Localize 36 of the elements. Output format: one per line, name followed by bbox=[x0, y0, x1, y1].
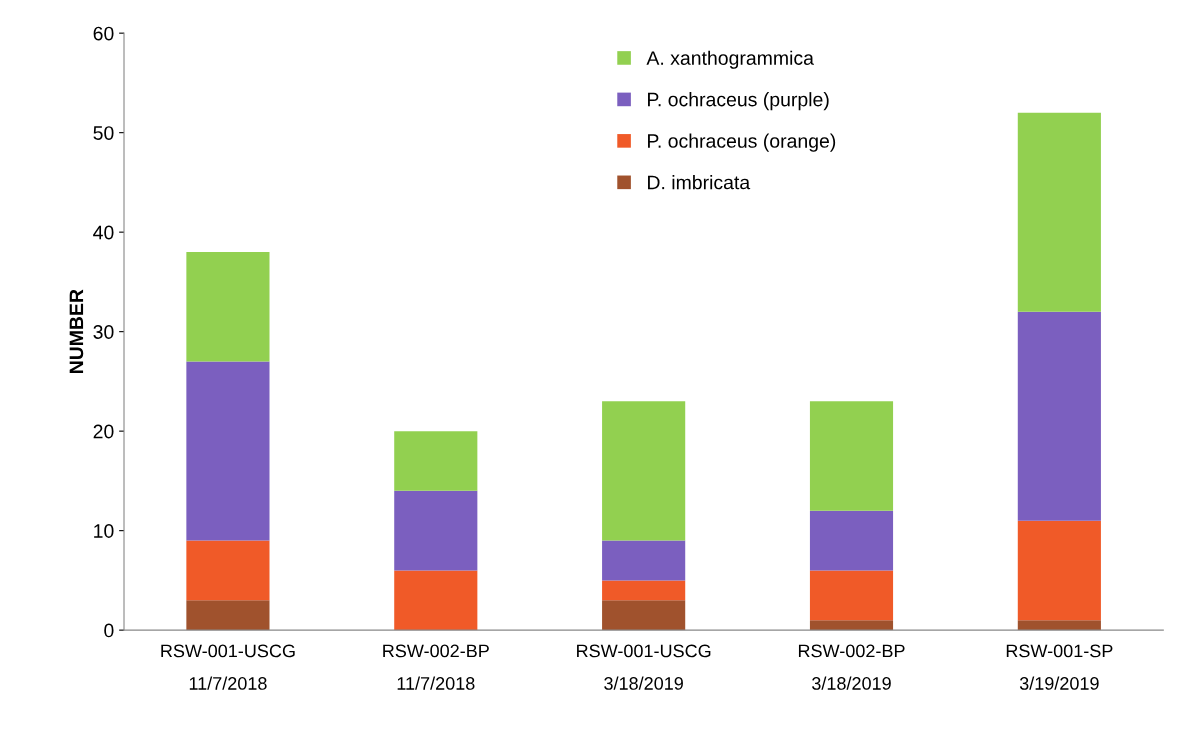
y-tick-label: 50 bbox=[93, 126, 114, 140]
legend-label: P. ochraceus (purple) bbox=[648, 92, 829, 111]
bar bbox=[602, 580, 686, 601]
x-tick-label: RSW-001-USCG 11/7/2018 bbox=[161, 644, 295, 690]
bar bbox=[602, 600, 686, 631]
bar bbox=[809, 510, 894, 571]
y-tick-label: 60 bbox=[93, 26, 114, 41]
legend-label: P. ochraceus (orange) bbox=[648, 133, 836, 152]
bar bbox=[1017, 112, 1101, 312]
bar bbox=[186, 252, 270, 362]
bar bbox=[186, 600, 270, 631]
x-tick-label: RSW-002-BP 11/7/2018 bbox=[383, 644, 489, 690]
bar bbox=[602, 401, 686, 541]
bar bbox=[1017, 520, 1101, 621]
y-tick-label: 20 bbox=[93, 424, 114, 439]
legend-label: A. xanthogrammica bbox=[646, 50, 814, 69]
bar bbox=[186, 540, 270, 601]
bar bbox=[809, 570, 894, 621]
y-tick-label: 10 bbox=[94, 524, 114, 538]
bar bbox=[394, 570, 478, 631]
x-tick-label: RSW-001-SP 3/19/2019 bbox=[1006, 644, 1113, 690]
bar bbox=[1017, 311, 1101, 521]
x-tick-label: RSW-002-BP 3/18/2019 bbox=[798, 644, 905, 690]
bar bbox=[602, 540, 686, 581]
bar bbox=[186, 361, 270, 541]
y-axis-title: NUMBER bbox=[69, 289, 84, 374]
bar bbox=[394, 490, 478, 571]
y-tick-label: 40 bbox=[93, 225, 114, 240]
y-tick-label: 30 bbox=[93, 325, 114, 339]
y-tick-label: 0 bbox=[104, 623, 114, 638]
bar bbox=[394, 431, 478, 491]
bar bbox=[1017, 620, 1101, 631]
x-tick-label: RSW-001-USCG 3/18/2019 bbox=[577, 644, 711, 690]
bar bbox=[809, 620, 894, 631]
bar bbox=[809, 401, 894, 511]
legend-label: D. imbricata bbox=[648, 175, 751, 190]
